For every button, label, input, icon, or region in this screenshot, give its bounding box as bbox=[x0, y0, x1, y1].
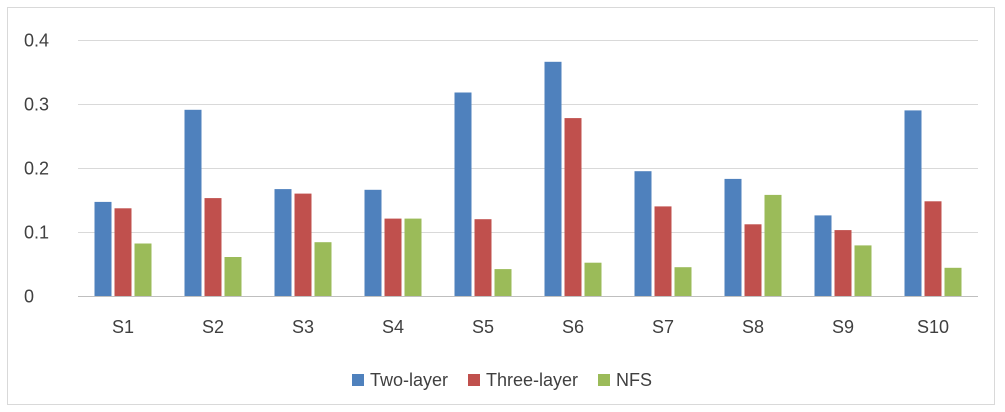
bar-nfs-s10 bbox=[944, 267, 962, 296]
legend-swatch-nfs bbox=[598, 374, 610, 386]
legend-label-three-layer: Three-layer bbox=[486, 370, 578, 390]
x-axis-tick-labels: S1 S2 S3 S4 S5 S6 S7 S8 S9 S10 bbox=[112, 317, 949, 337]
bar-two-layer-s10 bbox=[904, 110, 922, 297]
bar-nfs-s8 bbox=[764, 194, 782, 296]
y-tick-label: 0.4 bbox=[24, 31, 49, 51]
x-tick-label: S1 bbox=[112, 317, 134, 337]
chart-frame bbox=[7, 7, 995, 405]
legend-label-two-layer: Two-layer bbox=[370, 370, 448, 390]
bar-two-layer-s5 bbox=[454, 92, 472, 296]
bar-three-layer-s7 bbox=[654, 206, 672, 296]
bar-three-layer-s10 bbox=[924, 201, 942, 296]
bar-nfs-s6 bbox=[584, 262, 602, 296]
legend-swatch-two-layer bbox=[352, 374, 364, 386]
legend-label-nfs: NFS bbox=[616, 370, 652, 390]
bar-two-layer-s3 bbox=[274, 189, 292, 296]
bar-nfs-s9 bbox=[854, 245, 872, 296]
bar-nfs-s7 bbox=[674, 267, 692, 296]
bar-two-layer-s9 bbox=[814, 215, 832, 296]
bar-three-layer-s8 bbox=[744, 224, 762, 296]
bar-three-layer-s5 bbox=[474, 219, 492, 296]
x-tick-label: S2 bbox=[202, 317, 224, 337]
bar-nfs-s1 bbox=[134, 243, 152, 296]
y-tick-label: 0.2 bbox=[24, 159, 49, 179]
bar-three-layer-s2 bbox=[204, 198, 222, 296]
bar-two-layer-s2 bbox=[184, 109, 202, 296]
bars bbox=[94, 61, 962, 297]
y-tick-label: 0.1 bbox=[24, 223, 49, 243]
bar-two-layer-s1 bbox=[94, 201, 112, 296]
bar-two-layer-s8 bbox=[724, 178, 742, 296]
y-axis-tick-labels: 0 0.1 0.2 0.3 0.4 bbox=[24, 31, 49, 307]
x-tick-label: S6 bbox=[562, 317, 584, 337]
x-tick-label: S8 bbox=[742, 317, 764, 337]
bar-two-layer-s4 bbox=[364, 189, 382, 296]
bar-nfs-s2 bbox=[224, 257, 242, 296]
bar-nfs-s5 bbox=[494, 269, 512, 296]
y-tick-label: 0.3 bbox=[24, 95, 49, 115]
x-tick-label: S10 bbox=[917, 317, 949, 337]
legend: Two-layer Three-layer NFS bbox=[352, 370, 652, 390]
y-tick-label: 0 bbox=[24, 287, 34, 307]
bar-three-layer-s4 bbox=[384, 218, 402, 296]
bar-three-layer-s1 bbox=[114, 208, 132, 296]
legend-swatch-three-layer bbox=[468, 374, 480, 386]
bar-nfs-s3 bbox=[314, 242, 332, 296]
x-tick-label: S7 bbox=[652, 317, 674, 337]
bar-two-layer-s6 bbox=[544, 61, 562, 296]
bar-nfs-s4 bbox=[404, 218, 422, 296]
x-tick-label: S9 bbox=[832, 317, 854, 337]
x-tick-label: S5 bbox=[472, 317, 494, 337]
bar-two-layer-s7 bbox=[634, 171, 652, 296]
bar-three-layer-s9 bbox=[834, 230, 852, 296]
bar-three-layer-s3 bbox=[294, 193, 312, 296]
x-tick-label: S4 bbox=[382, 317, 404, 337]
bar-three-layer-s6 bbox=[564, 118, 582, 296]
x-tick-label: S3 bbox=[292, 317, 314, 337]
